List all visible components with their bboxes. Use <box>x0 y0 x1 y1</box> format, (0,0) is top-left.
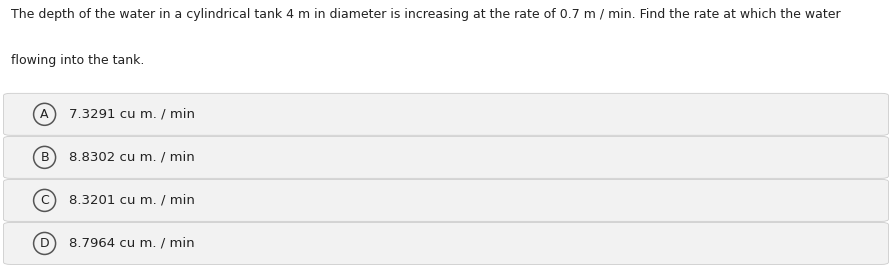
FancyBboxPatch shape <box>4 179 888 221</box>
Text: B: B <box>40 151 49 164</box>
Text: D: D <box>40 237 49 250</box>
Text: 7.3291 cu m. / min: 7.3291 cu m. / min <box>69 108 194 121</box>
Text: The depth of the water in a cylindrical tank 4 m in diameter is increasing at th: The depth of the water in a cylindrical … <box>11 8 840 21</box>
Ellipse shape <box>34 103 55 125</box>
Ellipse shape <box>34 189 55 211</box>
FancyBboxPatch shape <box>4 136 888 178</box>
Text: A: A <box>40 108 49 121</box>
Text: flowing into the tank.: flowing into the tank. <box>11 54 145 67</box>
FancyBboxPatch shape <box>4 93 888 135</box>
Text: C: C <box>40 194 49 207</box>
Ellipse shape <box>34 146 55 168</box>
Ellipse shape <box>34 232 55 254</box>
Text: 8.7964 cu m. / min: 8.7964 cu m. / min <box>69 237 194 250</box>
Text: 8.3201 cu m. / min: 8.3201 cu m. / min <box>69 194 194 207</box>
FancyBboxPatch shape <box>4 222 888 264</box>
Text: 8.8302 cu m. / min: 8.8302 cu m. / min <box>69 151 194 164</box>
